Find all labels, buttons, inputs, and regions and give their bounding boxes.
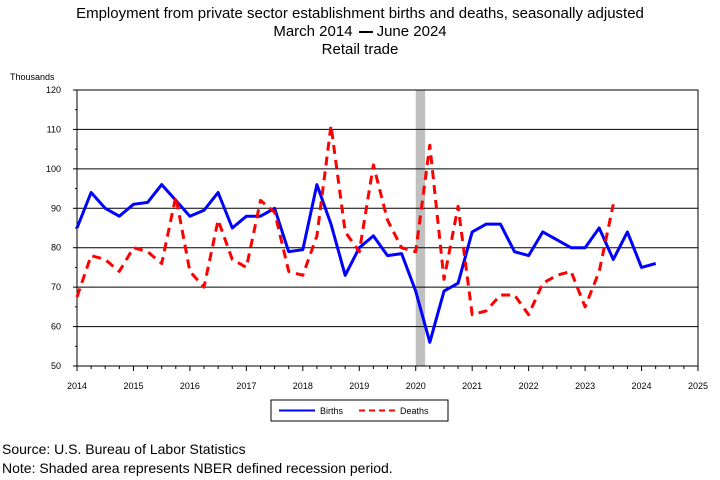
series-layer xyxy=(75,124,657,344)
subtitle-end: June 2024 xyxy=(376,23,447,40)
series-line-deaths xyxy=(75,124,615,317)
grid-layer xyxy=(77,128,698,328)
recession-band xyxy=(415,90,426,366)
x-tick-label-2025: 2025 xyxy=(688,381,708,391)
y-tick-label-110: 110 xyxy=(47,124,61,134)
x-tick-label-2014: 2014 xyxy=(67,381,87,391)
chart-title: Employment from private sector establish… xyxy=(76,5,644,22)
y-axis-label: Thousands xyxy=(10,72,55,82)
x-tick-label-2020: 2020 xyxy=(406,381,426,391)
chart-subtitle-industry: Retail trade xyxy=(321,41,399,58)
y-tick-label-60: 60 xyxy=(51,322,61,332)
recession-note: Note: Shaded area represents NBER define… xyxy=(2,460,393,476)
dash-glyph xyxy=(358,31,373,34)
x-tick-label-2024: 2024 xyxy=(632,381,652,391)
y-tick-label-80: 80 xyxy=(51,243,61,253)
chart-subtitle-dates: March 2014 June 2024 xyxy=(0,23,720,41)
x-tick-label-2016: 2016 xyxy=(180,381,200,391)
y-tick-label-120: 120 xyxy=(46,85,61,95)
series-line-births xyxy=(75,183,657,344)
recession-layer xyxy=(415,90,426,366)
y-tick-label-90: 90 xyxy=(51,203,61,213)
legend: Births Deaths xyxy=(270,399,449,422)
y-tick-label-50: 50 xyxy=(51,361,61,371)
x-tick-label-2023: 2023 xyxy=(575,381,595,391)
y-tick-label-70: 70 xyxy=(51,282,61,292)
chart-title-block: Employment from private sector establish… xyxy=(0,5,720,59)
subtitle-start: March 2014 xyxy=(273,23,353,40)
x-tick-label-2021: 2021 xyxy=(462,381,482,391)
legend-label-births: Births xyxy=(320,406,344,416)
line-chart: 50 60 70 80 90 100 110 120 2014 2015 2016 2017 2018 2… xyxy=(10,72,708,422)
x-tick-label-2015: 2015 xyxy=(123,381,143,391)
source-note: Source: U.S. Bureau of Labor Statistics xyxy=(2,441,246,457)
y-tick-label-100: 100 xyxy=(46,164,61,174)
legend-label-deaths: Deaths xyxy=(400,406,429,416)
x-tick-label-2018: 2018 xyxy=(293,381,313,391)
axis-layer: 50 60 70 80 90 100 110 120 2014 2015 2016 2017 2018 2… xyxy=(46,85,708,391)
x-tick-label-2017: 2017 xyxy=(236,381,256,391)
x-tick-label-2022: 2022 xyxy=(519,381,539,391)
x-tick-label-2019: 2019 xyxy=(349,381,369,391)
